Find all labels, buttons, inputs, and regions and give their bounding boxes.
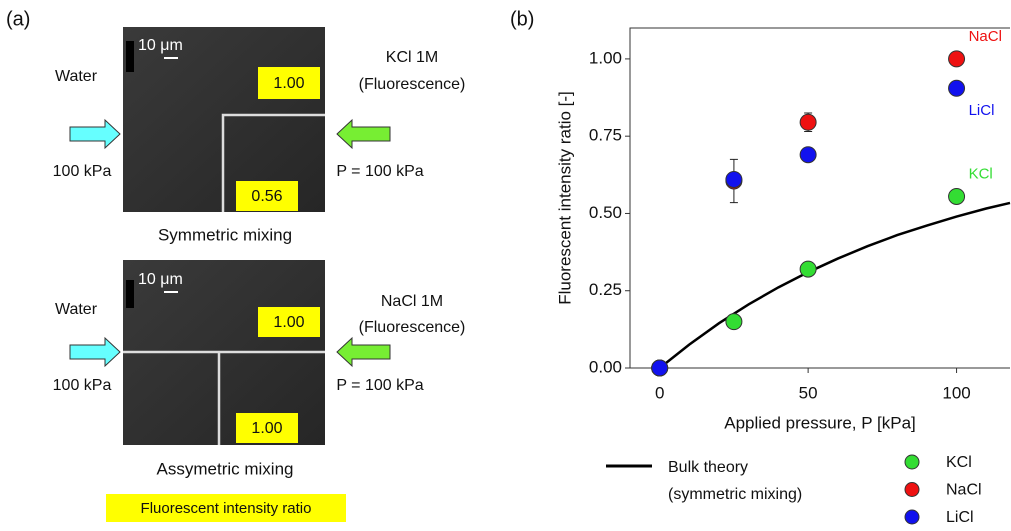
inlet-sub: (Fluorescence) bbox=[359, 76, 466, 93]
data-point bbox=[800, 114, 816, 130]
legend-marker bbox=[905, 510, 919, 524]
micrograph-panel: 10 μm 1.00 0.56 Water 100 kPa KCl 1M (Fl… bbox=[53, 27, 466, 244]
value-label: 0.56 bbox=[251, 188, 282, 205]
caption: Symmetric mixing bbox=[158, 225, 292, 244]
legend-label: Bulk theory bbox=[668, 459, 748, 476]
micrograph-panel: 10 μm 1.00 1.00 Water 100 kPa NaCl 1M (F… bbox=[53, 260, 466, 478]
value-label: 1.00 bbox=[273, 314, 304, 331]
x-axis-title: Applied pressure, P [kPa] bbox=[724, 413, 916, 432]
x-tick-label: 50 bbox=[799, 383, 818, 402]
theory-line bbox=[660, 203, 1010, 368]
pressure-label: P = 100 kPa bbox=[336, 163, 423, 180]
legend-box-label: Fluorescent intensity ratio bbox=[141, 500, 312, 517]
point-annotation: NaCl bbox=[969, 28, 1002, 45]
inlet-sub: (Fluorescence) bbox=[359, 319, 466, 336]
inlet-label: Water bbox=[55, 301, 98, 318]
arrow bbox=[337, 338, 390, 366]
figure: (a) 10 μm 1.00 0.56 Water 100 kPa KCl 1M… bbox=[0, 0, 1011, 526]
pressure-label: 100 kPa bbox=[53, 377, 112, 394]
data-point bbox=[949, 51, 965, 67]
scale-marker bbox=[126, 280, 134, 308]
data-point bbox=[800, 147, 816, 163]
scale-label: 10 μm bbox=[138, 37, 183, 54]
x-tick-label: 0 bbox=[655, 383, 664, 402]
data-point bbox=[949, 188, 965, 204]
legend-label: LiCl bbox=[946, 509, 974, 526]
scale-label: 10 μm bbox=[138, 271, 183, 288]
arrow bbox=[70, 338, 120, 366]
legend-marker bbox=[905, 455, 919, 469]
y-axis-title: Fluorescent intensity ratio [-] bbox=[555, 91, 574, 305]
y-tick-label: 0.00 bbox=[589, 357, 622, 376]
y-tick-label: 0.75 bbox=[589, 126, 622, 145]
inlet-label: KCl 1M bbox=[386, 49, 438, 66]
value-label: 1.00 bbox=[251, 420, 282, 437]
panel-label: (b) bbox=[510, 8, 534, 30]
caption: Assymetric mixing bbox=[157, 459, 294, 478]
arrow bbox=[70, 120, 120, 148]
value-label: 1.00 bbox=[273, 75, 304, 92]
data-point bbox=[800, 261, 816, 277]
panel-label: (a) bbox=[6, 8, 30, 30]
pressure-label: 100 kPa bbox=[53, 163, 112, 180]
arrow bbox=[337, 120, 390, 148]
y-tick-label: 0.25 bbox=[589, 280, 622, 299]
data-point bbox=[652, 360, 668, 376]
legend-marker bbox=[905, 483, 919, 497]
data-point bbox=[726, 171, 742, 187]
legend-note: (symmetric mixing) bbox=[668, 486, 802, 503]
inlet-label: Water bbox=[55, 68, 98, 85]
y-tick-label: 1.00 bbox=[589, 48, 622, 67]
point-annotation: LiCl bbox=[969, 102, 995, 119]
point-annotation: KCl bbox=[969, 165, 993, 182]
scale-marker bbox=[126, 41, 134, 72]
legend-label: NaCl bbox=[946, 482, 982, 499]
y-tick-label: 0.50 bbox=[589, 203, 622, 222]
inlet-label: NaCl 1M bbox=[381, 293, 443, 310]
data-point bbox=[949, 80, 965, 96]
data-point bbox=[726, 314, 742, 330]
x-tick-label: 100 bbox=[942, 383, 970, 402]
pressure-label: P = 100 kPa bbox=[336, 377, 423, 394]
legend-label: KCl bbox=[946, 454, 972, 471]
